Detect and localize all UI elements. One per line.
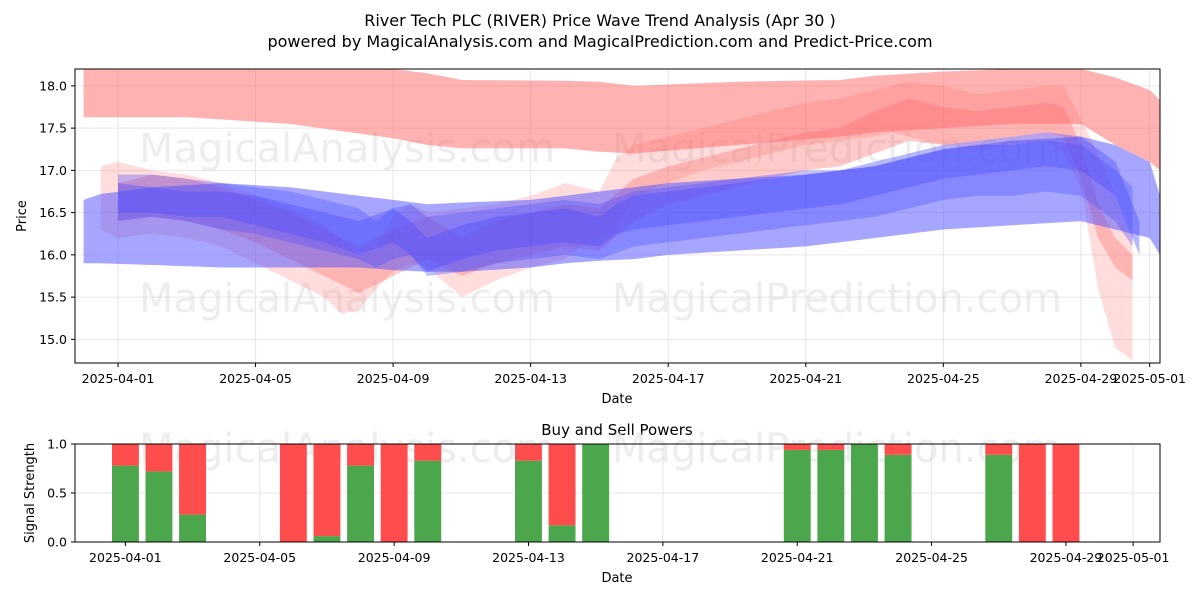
buy-bar: [884, 454, 912, 542]
price-plot-frame: [74, 68, 1161, 364]
buy-sell-y-axis-label: Signal Strength: [23, 443, 38, 543]
sell-bar: [1018, 444, 1046, 542]
price-y-tick-label: 16.0: [39, 247, 67, 262]
price-y-tick-label: 15.0: [39, 332, 67, 347]
buy-bar: [582, 444, 610, 542]
buy-bar: [145, 471, 173, 542]
sell-bar: [347, 444, 374, 466]
watermark-analysis: MagicalAnalysis.com: [139, 276, 555, 322]
sell-bar: [380, 444, 408, 542]
buy-bar: [817, 449, 845, 542]
sell-bar: [179, 444, 206, 515]
buy-sell-x-tick-label: 2025-04-01: [89, 550, 162, 565]
buy-bar: [347, 465, 374, 542]
watermark-analysis: MagicalAnalysis.com: [139, 426, 555, 472]
price-y-tick-label: 17.5: [39, 121, 67, 136]
buy-sell-x-tick-label: 2025-04-13: [492, 550, 565, 565]
buy-sell-x-tick-label: 2025-04-05: [223, 550, 296, 565]
buy-bar: [313, 536, 341, 542]
buy-sell-x-tick-label: 2025-05-01: [1097, 550, 1170, 565]
price-x-tick-label: 2025-05-01: [1113, 371, 1186, 386]
buy-sell-y-tick-label: 0.0: [47, 535, 67, 550]
price-y-tick-label: 17.0: [39, 163, 67, 178]
buy-bar: [985, 454, 1013, 542]
sell-bar: [279, 444, 307, 542]
price-x-tick-label: 2025-04-01: [82, 371, 155, 386]
buy-sell-x-axis-label: Date: [601, 571, 632, 586]
sell-bar: [515, 444, 542, 461]
buy-sell-y-ticks: 0.0 0.5 1.0: [47, 437, 75, 550]
buy-sell-x-tick-label: 2025-04-25: [895, 550, 968, 565]
price-x-tick-label: 2025-04-13: [494, 371, 567, 386]
price-wave-series: [83, 69, 1161, 361]
sell-bar: [1052, 444, 1080, 542]
price-wave-plot: MagicalAnalysis.com MagicalPrediction.co…: [15, 68, 1186, 407]
figure-title: River Tech PLC (RIVER) Price Wave Trend …: [364, 11, 836, 30]
price-x-tick-label: 2025-04-17: [632, 371, 705, 386]
sell-bar: [884, 444, 912, 455]
buy-bar: [515, 460, 542, 542]
figure-subtitle: powered by MagicalAnalysis.com and Magic…: [267, 32, 932, 51]
sell-bar: [783, 444, 811, 450]
buy-bar: [548, 525, 576, 542]
buy-bar: [783, 449, 811, 542]
price-x-tick-label: 2025-04-25: [907, 371, 980, 386]
sell-bar: [112, 444, 139, 466]
price-y-tick-label: 15.5: [39, 290, 67, 305]
price-y-ticks: 15.0 15.5 16.0 16.5 17.0 17.5 18.0: [39, 78, 75, 347]
price-x-tick-label: 2025-04-21: [769, 371, 842, 386]
buy-bar: [179, 514, 206, 542]
sell-bar: [313, 444, 341, 537]
price-x-ticks: 2025-04-01 2025-04-05 2025-04-09 2025-04-13…: [82, 363, 1186, 386]
sell-bar: [548, 444, 576, 526]
blue-wave-2: [118, 132, 1140, 272]
sell-bar: [985, 444, 1013, 455]
sell-bar: [145, 444, 173, 472]
red-upper-band: [83, 69, 1161, 171]
buy-sell-y-tick-label: 1.0: [47, 437, 67, 452]
buy-sell-x-tick-label: 2025-04-21: [761, 550, 834, 565]
buy-sell-x-tick-label: 2025-04-29: [1030, 550, 1103, 565]
price-y-axis-label: Price: [15, 200, 30, 232]
sell-bar: [414, 444, 442, 461]
buy-sell-title: Buy and Sell Powers: [541, 421, 693, 439]
sell-bar: [817, 444, 845, 450]
buy-bar: [112, 465, 139, 542]
buy-sell-x-tick-label: 2025-04-17: [627, 550, 700, 565]
blue-wide-band: [83, 136, 1161, 272]
buy-sell-x-ticks: 2025-04-01 2025-04-05 2025-04-09 2025-04-13…: [89, 542, 1169, 565]
price-y-tick-label: 16.5: [39, 205, 67, 220]
buy-sell-y-tick-label: 0.5: [47, 486, 67, 501]
watermark-prediction: MagicalPrediction.com: [612, 276, 1062, 322]
price-y-tick-label: 18.0: [39, 78, 67, 93]
price-x-tick-label: 2025-04-09: [357, 371, 430, 386]
price-x-tick-label: 2025-04-05: [219, 371, 292, 386]
buy-bar: [851, 444, 878, 542]
buy-sell-bars: [112, 444, 1080, 542]
buy-sell-x-tick-label: 2025-04-09: [358, 550, 431, 565]
buy-sell-plot: Buy and Sell Powers MagicalAnalysis.com …: [23, 421, 1169, 586]
buy-bar: [414, 460, 442, 542]
price-x-axis-label: Date: [601, 392, 632, 407]
price-x-tick-label: 2025-04-29: [1045, 371, 1118, 386]
blue-wave-1: [118, 140, 1133, 276]
buy-sell-watermarks: MagicalAnalysis.com MagicalPrediction.co…: [139, 426, 1062, 472]
